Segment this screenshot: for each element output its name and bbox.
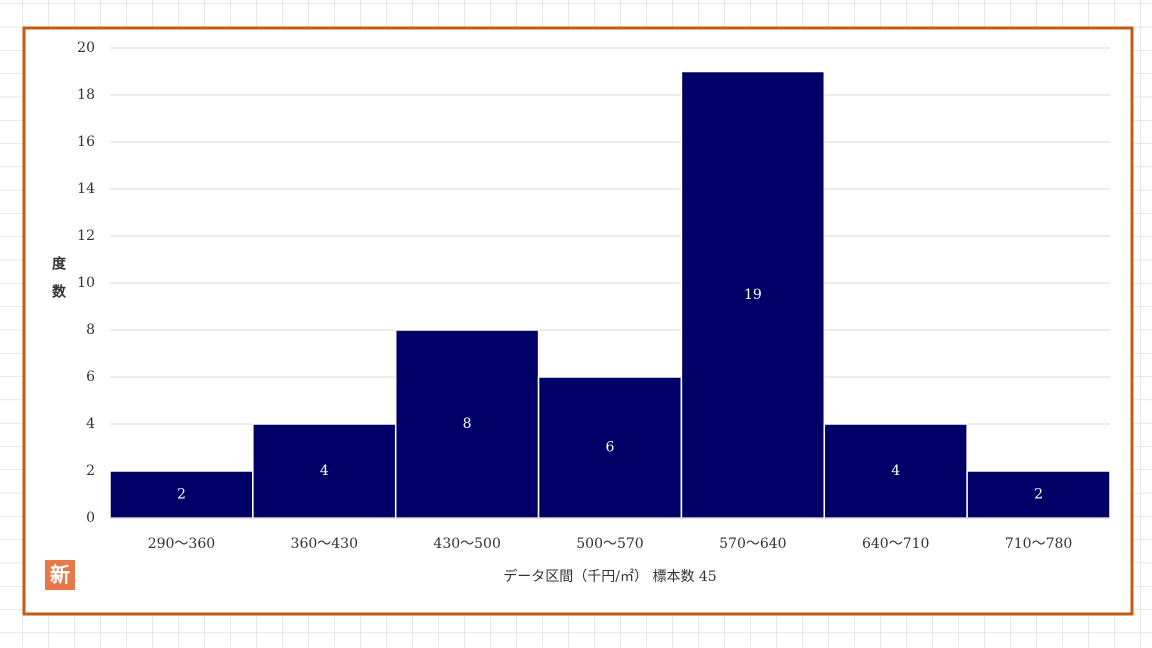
bar bbox=[109, 470, 254, 519]
badge-icon bbox=[45, 560, 75, 590]
data-label: 6 bbox=[606, 440, 615, 456]
y-tick-label: 18 bbox=[77, 87, 95, 103]
data-label: 2 bbox=[177, 487, 186, 503]
x-tick-label: 430～500 bbox=[433, 536, 500, 552]
y-tick-label: 14 bbox=[77, 181, 95, 197]
y-tick-label: 2 bbox=[86, 463, 95, 479]
chart-frame bbox=[22, 26, 1134, 616]
y-tick-label: 10 bbox=[77, 275, 95, 291]
data-label: 8 bbox=[463, 416, 472, 432]
bar bbox=[394, 329, 540, 519]
bar bbox=[680, 70, 826, 519]
y-tick-label: 0 bbox=[86, 510, 95, 526]
data-label: 2 bbox=[1034, 487, 1043, 503]
y-axis-label: 度数 bbox=[50, 255, 66, 312]
x-tick-label: 710～780 bbox=[1005, 536, 1072, 552]
x-tick-label: 500～570 bbox=[576, 536, 643, 552]
x-tick-label: 640～710 bbox=[862, 536, 929, 552]
y-tick-label: 4 bbox=[86, 416, 95, 432]
data-label: 19 bbox=[744, 287, 762, 303]
x-tick-label: 570～640 bbox=[719, 536, 786, 552]
y-tick-label: 16 bbox=[77, 134, 95, 150]
y-tick-label: 6 bbox=[86, 369, 95, 385]
bar bbox=[252, 423, 397, 519]
x-tick-label: 290～360 bbox=[148, 536, 215, 552]
data-label: 4 bbox=[891, 463, 900, 479]
data-label: 4 bbox=[320, 463, 329, 479]
y-tick-label: 12 bbox=[77, 228, 95, 244]
x-axis-label: データ区間（千円/㎡） 標本数 45 bbox=[503, 568, 716, 585]
badge-text: 新 bbox=[50, 563, 70, 587]
bar bbox=[823, 423, 968, 519]
y-tick-label: 20 bbox=[77, 40, 95, 56]
bar bbox=[966, 470, 1111, 519]
x-tick-label: 360～430 bbox=[291, 536, 358, 552]
y-tick-label: 8 bbox=[86, 322, 95, 338]
